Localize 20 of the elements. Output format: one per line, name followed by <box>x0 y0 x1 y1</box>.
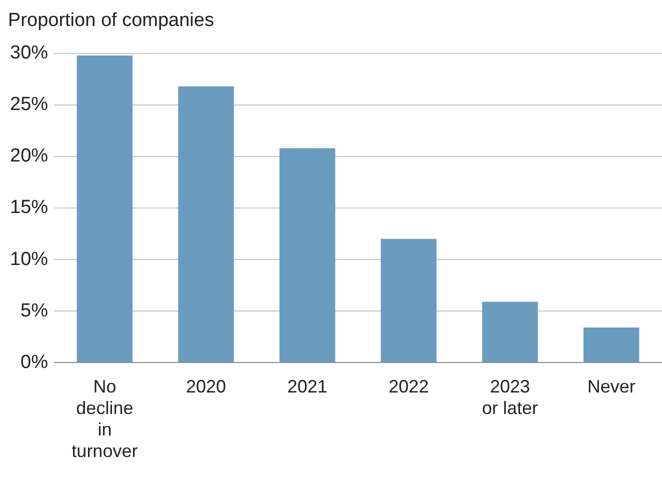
x-tick-label: 2022 <box>388 376 429 396</box>
y-tick-label: 5% <box>20 300 48 322</box>
bar <box>583 328 640 362</box>
bar <box>279 148 336 362</box>
y-axis-title: Proportion of companies <box>8 10 214 32</box>
bar <box>482 302 538 362</box>
x-tick-label: Never <box>587 376 636 396</box>
y-tick-label: 25% <box>10 94 48 116</box>
bar <box>380 238 437 362</box>
y-tick-label: 20% <box>10 146 48 167</box>
y-tick-label: 10% <box>10 248 48 270</box>
bar <box>178 86 234 362</box>
x-tick-label: 2023 or later <box>482 376 538 418</box>
x-tick-label: 2020 <box>186 376 226 396</box>
y-tick-label: 15% <box>10 197 48 218</box>
y-tick-label: 0% <box>20 352 48 373</box>
x-tick-label: No decline in turnover <box>72 376 138 462</box>
y-tick-label: 30% <box>10 42 48 64</box>
bar <box>76 55 133 362</box>
x-tick-label: 2021 <box>287 376 328 396</box>
